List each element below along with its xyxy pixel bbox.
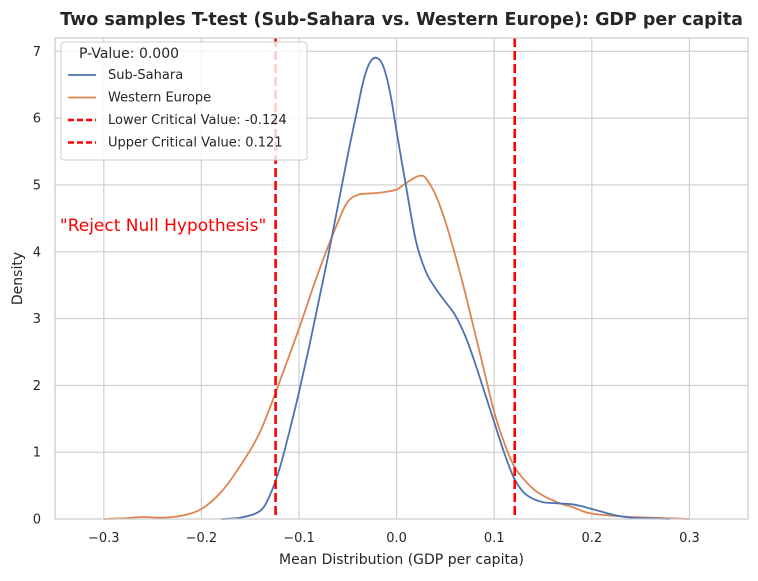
- legend-item: Upper Critical Value: 0.121: [68, 136, 283, 151]
- y-tick-label: 2: [33, 379, 41, 394]
- y-tick-label: 5: [33, 178, 41, 193]
- plot-border: [54, 37, 749, 520]
- legend-label: Western Europe: [108, 91, 211, 106]
- y-tick-label: 4: [33, 245, 41, 260]
- legend-label: Lower Critical Value: -0.124: [108, 113, 287, 128]
- legend-item: Western Europe: [68, 91, 211, 106]
- annotation-layer: "Reject Null Hypothesis": [60, 216, 266, 236]
- legend-items: Sub-Sahara Western Europe Lower Critical V…: [68, 68, 287, 151]
- x-tick-label: −0.3: [88, 531, 120, 546]
- reject-null-annotation: "Reject Null Hypothesis": [60, 216, 266, 236]
- x-tick-label: −0.1: [283, 531, 315, 546]
- y-tick-label: 6: [33, 112, 41, 127]
- y-tick-label: 3: [33, 312, 41, 327]
- legend: P-Value: 0.000 Sub-Sahara Western Europe L…: [60, 41, 308, 161]
- y-tick-label: 1: [33, 446, 41, 461]
- x-tick-label: 0.1: [484, 531, 505, 546]
- y-axis-ticks: 0 1 2 3 4 5 6 7: [33, 45, 41, 528]
- chart-title: Two samples T-test (Sub-Sahara vs. Weste…: [60, 10, 743, 30]
- x-tick-label: 0.0: [386, 531, 407, 546]
- x-tick-label: 0.2: [581, 531, 602, 546]
- y-axis-label: Density: [10, 252, 26, 305]
- series-layer: [103, 56, 690, 520]
- legend-item: Lower Critical Value: -0.124: [68, 113, 287, 128]
- legend-label: Upper Critical Value: 0.121: [108, 136, 283, 151]
- legend-title: P-Value: 0.000: [79, 46, 179, 62]
- legend-item: Sub-Sahara: [68, 68, 183, 83]
- x-tick-label: 0.3: [679, 531, 700, 546]
- y-tick-label: 0: [33, 513, 41, 528]
- x-tick-label: −0.2: [186, 531, 218, 546]
- legend-box: [60, 41, 308, 161]
- x-axis-label: Mean Distribution (GDP per capita): [279, 552, 524, 568]
- x-axis-ticks: −0.3 −0.2 −0.1 0.0 0.1 0.2 0.3: [88, 531, 700, 546]
- y-tick-label: 7: [33, 45, 41, 60]
- series-line-western-europe: [103, 174, 690, 520]
- series-line-sub-sahara: [220, 56, 670, 520]
- legend-label: Sub-Sahara: [108, 68, 183, 83]
